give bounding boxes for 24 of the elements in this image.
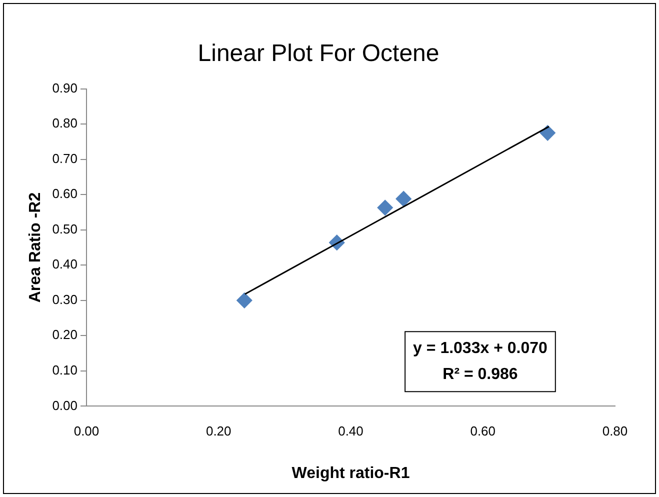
point: [377, 200, 393, 216]
y-tick-label: 0.60: [52, 186, 78, 202]
y-tick-label: 0.30: [52, 292, 78, 307]
y-tick-label: 0.10: [52, 362, 78, 378]
y-tick-label: 0.40: [52, 256, 78, 272]
y-tick-label: 0.90: [52, 80, 78, 96]
x-tick-label: 0.80: [602, 424, 628, 439]
x-tick-label: 0.40: [338, 424, 364, 439]
y-axis-title: Area Ratio -R2: [27, 192, 44, 303]
y-tick-label: 0.70: [52, 150, 78, 166]
x-tick-label: 0.60: [470, 424, 496, 439]
point: [396, 191, 412, 207]
annotation: R² = 0.986: [442, 366, 518, 384]
x-axis-title: Weight ratio-R1: [292, 464, 410, 482]
x-tick-label: 0.20: [206, 424, 232, 439]
chart-title: Linear Plot For Octene: [198, 40, 440, 68]
x-tick-label: 0.00: [74, 424, 100, 439]
point: [540, 125, 556, 141]
y-tick-label: 0.50: [52, 221, 78, 236]
y-tick-label: 0.00: [52, 398, 78, 413]
y-tick-label: 0.80: [52, 116, 78, 131]
y-tick-label: 0.20: [52, 327, 78, 342]
point: [236, 292, 252, 308]
annotation: y = 1.033x + 0.070: [413, 340, 548, 358]
